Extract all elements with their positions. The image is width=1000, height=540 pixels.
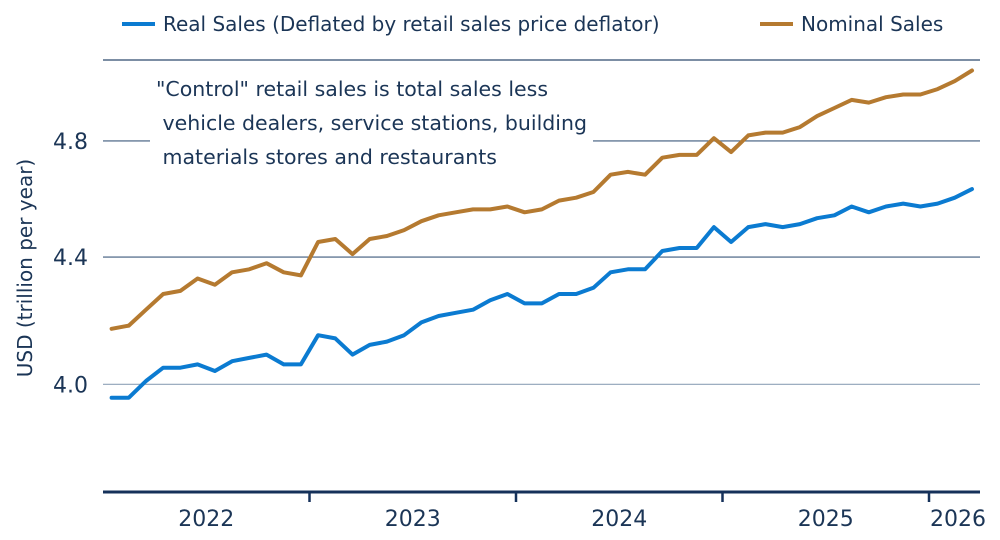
legend-item-nominal-sales: Nominal Sales [760, 12, 943, 36]
legend-label-nominal-sales: Nominal Sales [801, 12, 944, 36]
legend-swatch-nominal-sales [760, 22, 793, 26]
x-tick-label: 2025 [798, 507, 854, 532]
y-tick-label: 4.0 [53, 373, 88, 398]
x-tick-label: 2022 [178, 507, 234, 532]
series-line-nominal-sales [109, 68, 974, 331]
y-tick-label: 4.8 [53, 130, 88, 155]
legend-item-real-sales: Real Sales (Deflated by retail sales pri… [122, 12, 660, 36]
x-tick-label: 2023 [385, 507, 441, 532]
legend-swatch-real-sales [122, 22, 155, 26]
chart-annotation: "Control" retail sales is total sales le… [150, 72, 594, 174]
y-axis-label: USD (trillion per year) [13, 158, 37, 378]
legend-label-real-sales: Real Sales (Deflated by retail sales pri… [163, 12, 660, 36]
x-tick-label: 2026 [930, 507, 986, 532]
x-tick-label: 2024 [591, 507, 647, 532]
y-tick-label: 4.4 [53, 246, 88, 271]
series-line-real-sales [109, 187, 974, 400]
